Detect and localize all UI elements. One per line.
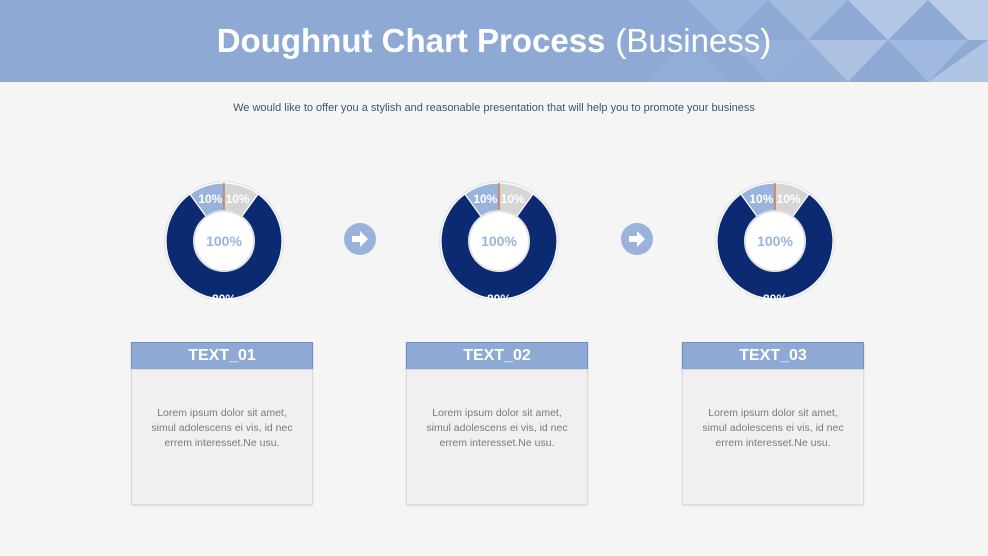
header-bar: Doughnut Chart Process (Business) bbox=[0, 0, 988, 82]
chart-hole bbox=[193, 210, 255, 272]
decorative-triangle-pattern bbox=[648, 0, 988, 82]
slice-label: 10% bbox=[473, 192, 497, 206]
card-3-header: TEXT_03 bbox=[682, 342, 864, 370]
slice-label: 80% bbox=[487, 292, 511, 304]
card-1-header: TEXT_01 bbox=[131, 342, 313, 370]
card-1-body: Lorem ipsum dolor sit amet, simul adoles… bbox=[131, 369, 313, 505]
card-text-line: errem interesset.Ne usu. bbox=[439, 437, 555, 449]
slice-label: 80% bbox=[212, 292, 236, 304]
card-3-text: Lorem ipsum dolor sit amet, simul adoles… bbox=[695, 406, 851, 451]
arrow-right-icon bbox=[621, 223, 653, 255]
chart-hole bbox=[744, 210, 806, 272]
card-text-line: simul adolescens ei vis, id nec bbox=[426, 422, 568, 434]
slice-label: 10% bbox=[749, 192, 773, 206]
doughnut-chart-3: 10% 80% 10% 100% bbox=[715, 181, 835, 304]
subtitle: We would like to offer you a stylish and… bbox=[233, 102, 755, 114]
title-sub: (Business) bbox=[615, 22, 772, 59]
card-text-line: Lorem ipsum dolor sit amet, bbox=[432, 407, 562, 419]
card-text-line: Lorem ipsum dolor sit amet, bbox=[157, 407, 287, 419]
doughnut-chart-2: 10% 80% 10% 100% bbox=[439, 181, 559, 304]
card-3-body: Lorem ipsum dolor sit amet, simul adoles… bbox=[682, 369, 864, 505]
doughnut-chart-1: 10% 80% 10% 100% bbox=[164, 181, 284, 304]
card-1-text: Lorem ipsum dolor sit amet, simul adoles… bbox=[144, 406, 300, 451]
card-text-line: errem interesset.Ne usu. bbox=[715, 437, 831, 449]
center-label: 100% bbox=[481, 233, 517, 249]
card-text-line: simul adolescens ei vis, id nec bbox=[151, 422, 293, 434]
slice-label: 10% bbox=[501, 192, 525, 206]
card-text-line: errem interesset.Ne usu. bbox=[164, 437, 280, 449]
card-text-line: Lorem ipsum dolor sit amet, bbox=[708, 407, 838, 419]
card-2-body: Lorem ipsum dolor sit amet, simul adoles… bbox=[406, 369, 588, 505]
chart-hole bbox=[468, 210, 530, 272]
center-label: 100% bbox=[206, 233, 242, 249]
center-label: 100% bbox=[757, 233, 793, 249]
arrow-right-icon bbox=[344, 223, 376, 255]
card-2-header: TEXT_02 bbox=[406, 342, 588, 370]
slice-label: 10% bbox=[226, 192, 250, 206]
slice-label: 80% bbox=[763, 292, 787, 304]
slice-label: 10% bbox=[198, 192, 222, 206]
card-2-text: Lorem ipsum dolor sit amet, simul adoles… bbox=[419, 406, 575, 451]
title-main: Doughnut Chart Process bbox=[216, 22, 606, 59]
page-title: Doughnut Chart Process (Business) bbox=[0, 0, 988, 82]
card-text-line: simul adolescens ei vis, id nec bbox=[702, 422, 844, 434]
slice-label: 10% bbox=[777, 192, 801, 206]
